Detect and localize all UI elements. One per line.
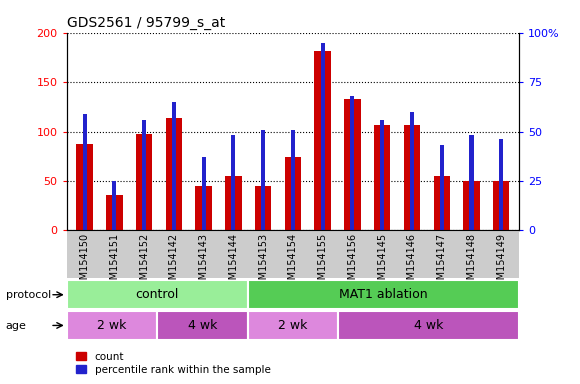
Text: GSM154148: GSM154148 — [466, 233, 477, 292]
Text: GSM154146: GSM154146 — [407, 233, 417, 292]
Bar — [67, 311, 157, 340]
Text: MAT1 ablation: MAT1 ablation — [339, 288, 427, 301]
Bar — [469, 136, 473, 230]
Bar — [404, 124, 420, 230]
Bar — [136, 134, 153, 230]
Bar — [440, 146, 444, 230]
Text: GSM154152: GSM154152 — [139, 233, 149, 292]
Text: GSM154144: GSM154144 — [229, 233, 238, 292]
Text: GSM154149: GSM154149 — [496, 233, 506, 292]
Bar — [463, 181, 480, 230]
Bar — [410, 112, 414, 230]
Bar — [248, 311, 338, 340]
Text: GSM154150: GSM154150 — [79, 233, 89, 292]
Bar — [291, 129, 295, 230]
Bar — [433, 176, 450, 230]
Text: GSM154155: GSM154155 — [318, 233, 328, 292]
Text: GSM154154: GSM154154 — [288, 233, 298, 292]
Bar — [225, 176, 241, 230]
Text: GSM154156: GSM154156 — [347, 233, 357, 292]
Bar — [195, 186, 212, 230]
Text: 2 wk: 2 wk — [278, 319, 307, 332]
Bar — [321, 43, 325, 230]
Bar — [113, 181, 117, 230]
Text: GDS2561 / 95799_s_at: GDS2561 / 95799_s_at — [67, 16, 225, 30]
Bar — [345, 99, 361, 230]
Bar — [374, 124, 390, 230]
Bar — [202, 157, 206, 230]
Bar — [255, 186, 271, 230]
Bar — [261, 129, 265, 230]
Bar — [157, 311, 248, 340]
Text: GSM154143: GSM154143 — [198, 233, 209, 292]
Text: GSM154147: GSM154147 — [437, 233, 447, 292]
Bar — [67, 280, 248, 309]
Bar — [82, 114, 86, 230]
Text: protocol: protocol — [6, 290, 51, 300]
Bar — [172, 102, 176, 230]
Bar — [380, 120, 384, 230]
Bar — [350, 96, 354, 230]
Bar — [338, 311, 519, 340]
Text: 4 wk: 4 wk — [188, 319, 217, 332]
Bar — [248, 280, 519, 309]
Bar — [106, 195, 122, 230]
Text: 4 wk: 4 wk — [414, 319, 443, 332]
Text: GSM154153: GSM154153 — [258, 233, 268, 292]
Bar — [231, 136, 235, 230]
Text: GSM154142: GSM154142 — [169, 233, 179, 292]
Bar — [166, 118, 182, 230]
Bar — [499, 139, 503, 230]
Bar — [77, 144, 93, 230]
Text: age: age — [6, 321, 27, 331]
Bar — [285, 157, 301, 230]
Bar — [314, 51, 331, 230]
Bar — [142, 120, 146, 230]
Text: 2 wk: 2 wk — [97, 319, 126, 332]
Text: GSM154145: GSM154145 — [377, 233, 387, 292]
Text: control: control — [136, 288, 179, 301]
Bar — [493, 181, 509, 230]
Text: GSM154151: GSM154151 — [109, 233, 119, 292]
Legend: count, percentile rank within the sample: count, percentile rank within the sample — [72, 348, 275, 379]
